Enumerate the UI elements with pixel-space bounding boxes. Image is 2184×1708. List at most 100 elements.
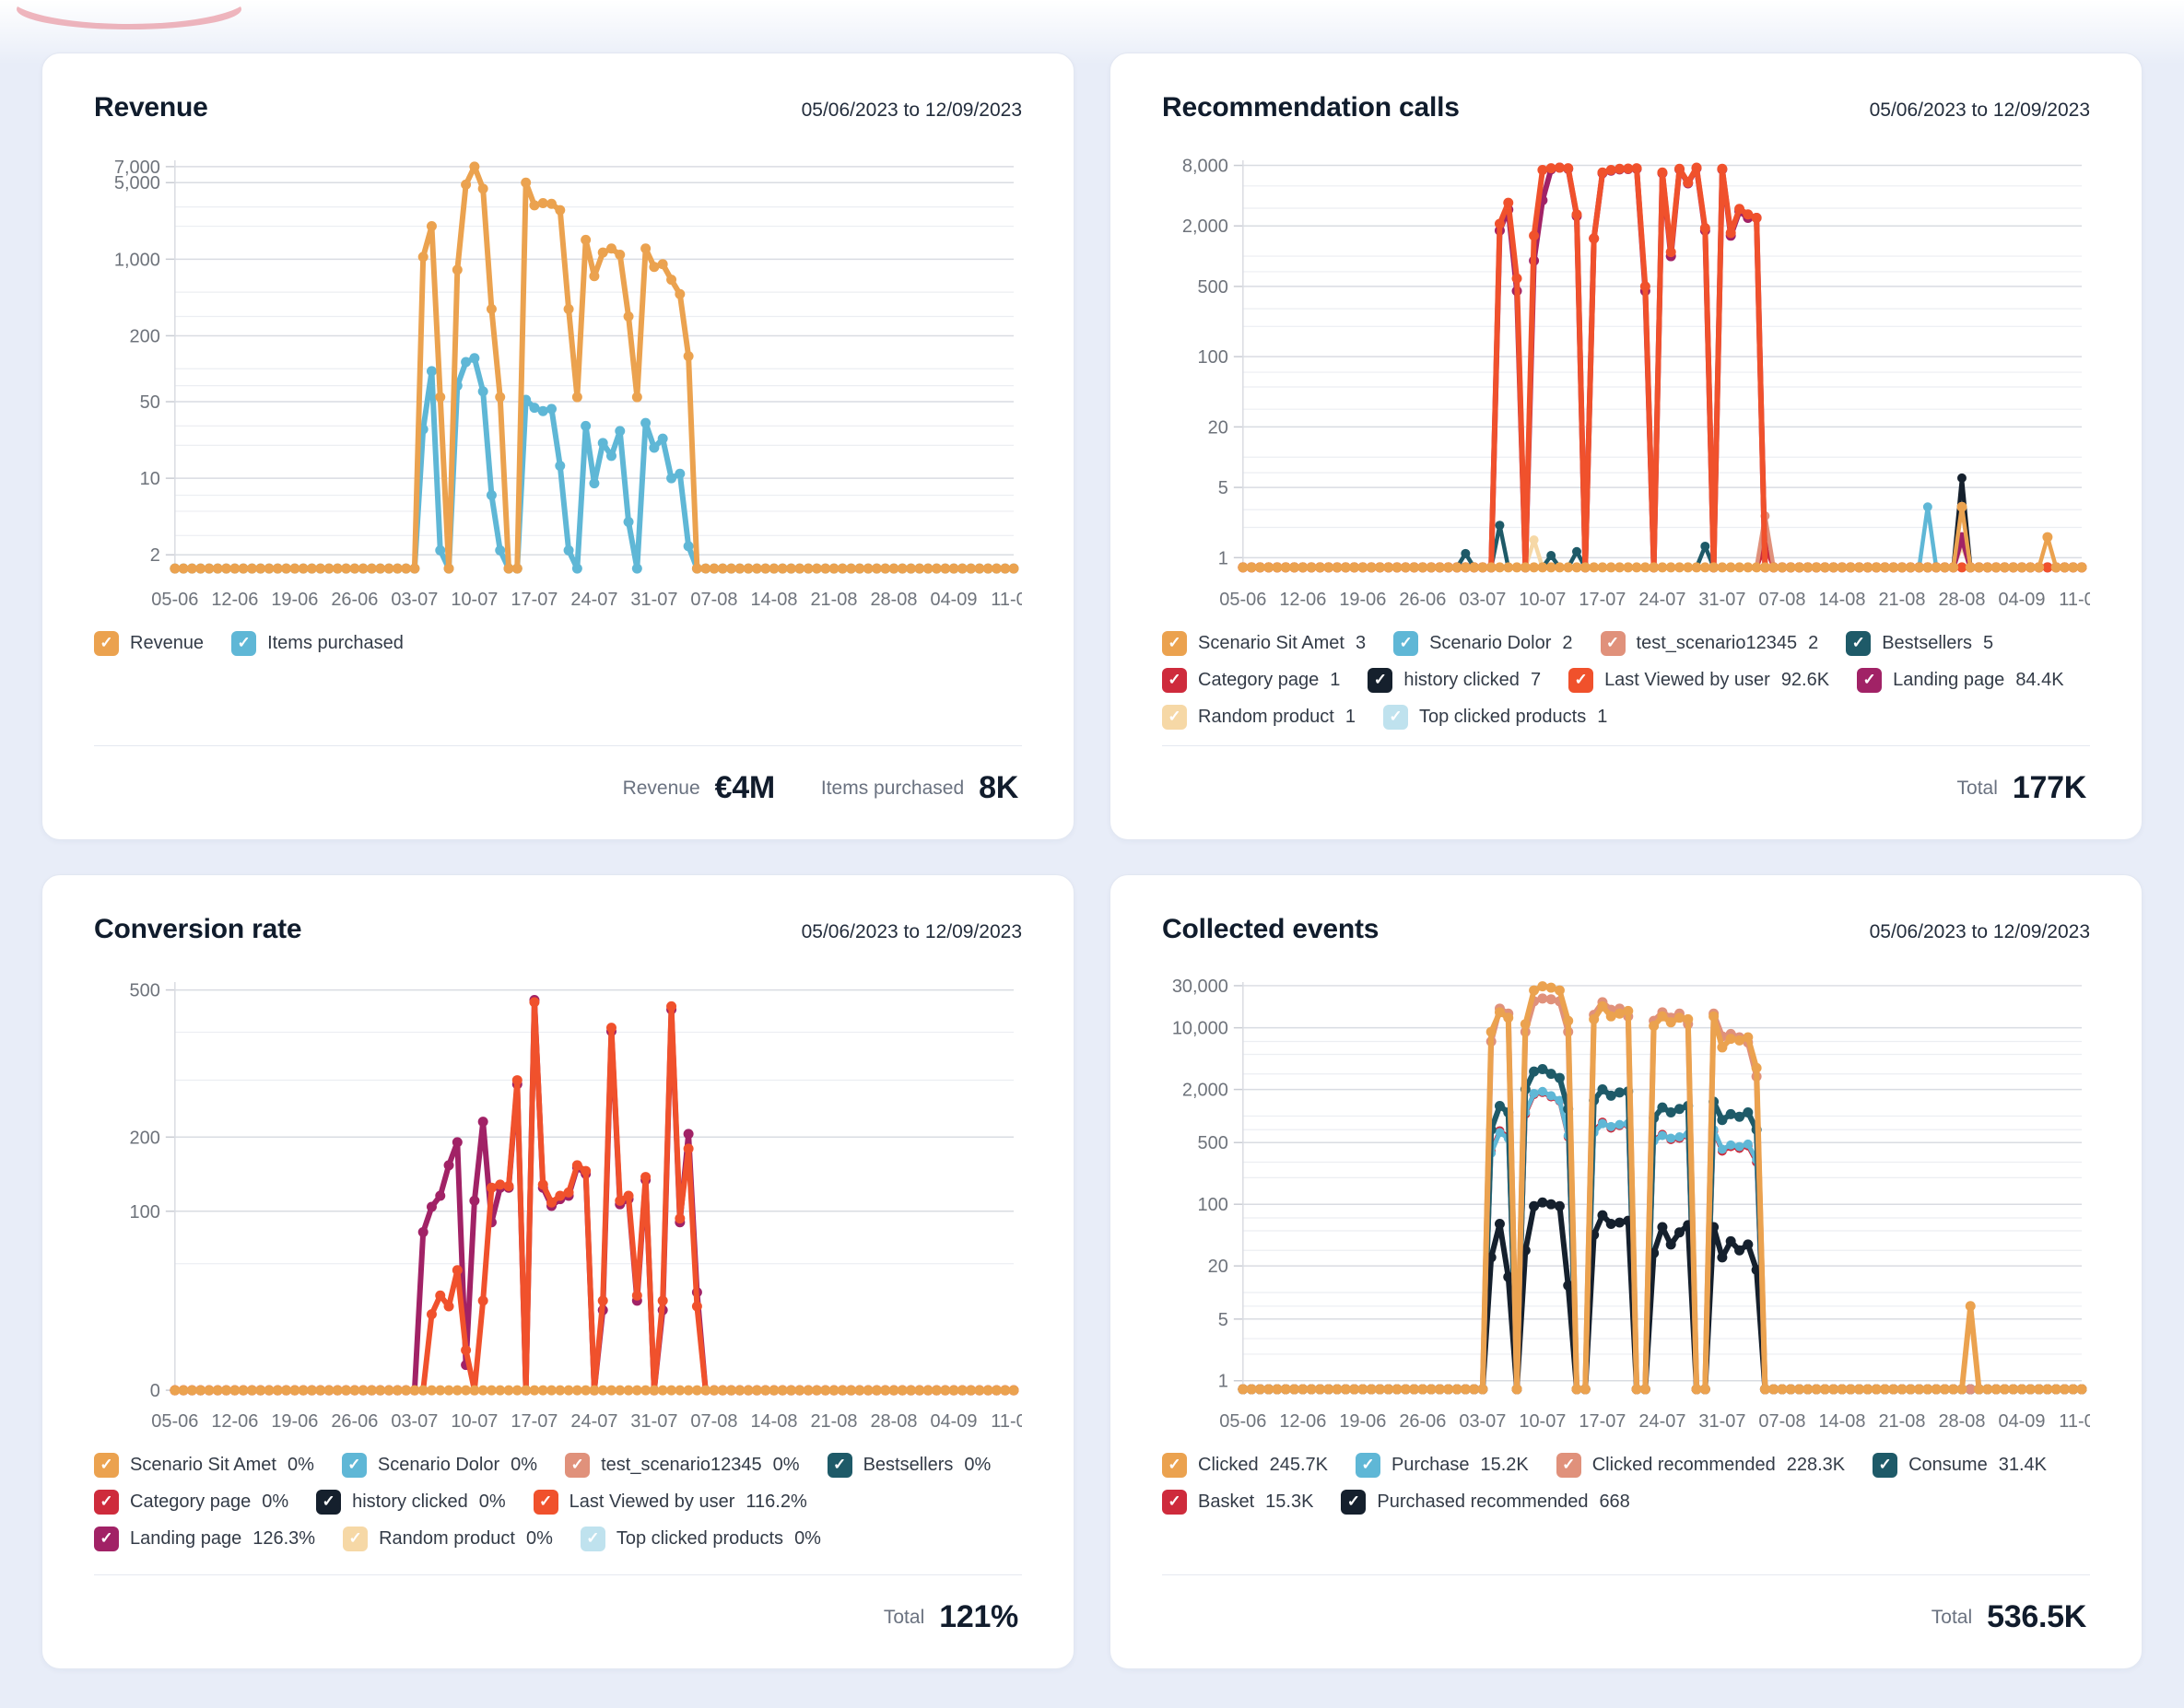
checkbox-checked-icon[interactable]: ✓ [1162,704,1187,730]
checkbox-checked-icon[interactable]: ✓ [1162,630,1187,656]
checkbox-checked-icon[interactable]: ✓ [1383,704,1408,730]
legend-item-category-page[interactable]: ✓ Category page 0% [94,1489,288,1515]
checkbox-checked-icon[interactable]: ✓ [1556,1452,1581,1478]
legend-item-history-clicked[interactable]: ✓ history clicked 0% [316,1489,506,1515]
svg-text:5: 5 [1218,1310,1228,1330]
collected-events-totals: Total 536.5K [1162,1575,2090,1668]
svg-text:21-08: 21-08 [1878,1411,1925,1432]
checkbox-checked-icon[interactable]: ✓ [533,1489,558,1515]
svg-text:12-06: 12-06 [211,1411,258,1432]
legend-item-consume[interactable]: ✓ Consume 31.4K [1873,1452,2047,1478]
svg-text:2: 2 [150,545,160,566]
legend-value: 7 [1530,669,1542,690]
legend-item-test-scenario12345[interactable]: ✓ test_scenario12345 0% [565,1452,800,1478]
svg-text:28-08: 28-08 [870,1411,917,1432]
legend-item-landing-page[interactable]: ✓ Landing page 126.3% [94,1526,315,1551]
checkbox-checked-icon[interactable]: ✓ [1368,667,1393,693]
svg-text:100: 100 [1198,347,1228,368]
legend-value: 228.3K [1786,1454,1846,1475]
checkbox-checked-icon[interactable]: ✓ [1600,630,1626,656]
svg-text:11-09: 11-09 [2059,1411,2090,1432]
legend-item-scenario-dolor[interactable]: ✓ Scenario Dolor 2 [1393,630,1573,656]
date-range: 05/06/2023 to 12/09/2023 [1869,921,2090,942]
svg-text:200: 200 [130,1128,160,1148]
checkbox-checked-icon[interactable]: ✓ [1846,630,1872,656]
legend-item-category-page[interactable]: ✓ Category page 1 [1162,667,1340,693]
checkbox-checked-icon[interactable]: ✓ [343,1526,369,1551]
legend-item-top-clicked-products[interactable]: ✓ Top clicked products 0% [580,1526,821,1551]
legend-item-history-clicked[interactable]: ✓ history clicked 7 [1368,667,1542,693]
checkbox-checked-icon[interactable]: ✓ [94,630,119,656]
svg-text:14-08: 14-08 [750,590,797,610]
legend-item-bestsellers[interactable]: ✓ Bestsellers 0% [827,1452,992,1478]
legend-item-purchase[interactable]: ✓ Purchase 15.2K [1355,1452,1529,1478]
revenue-chart[interactable]: 7,000 5,000 1,000 200 50 10 2 05-06 12-06 19-06 26… [94,147,1022,626]
svg-text:03-07: 03-07 [1459,1411,1506,1432]
checkbox-checked-icon[interactable]: ✓ [1393,630,1419,656]
legend-label: Category page [1198,669,1320,690]
legend-item-random-product[interactable]: ✓ Random product 1 [1162,704,1356,730]
legend-item-last-viewed-by-user[interactable]: ✓ Last Viewed by user 116.2% [533,1489,807,1515]
checkbox-checked-icon[interactable]: ✓ [1355,1452,1380,1478]
checkbox-checked-icon[interactable]: ✓ [231,630,257,656]
legend-item-top-clicked-products[interactable]: ✓ Top clicked products 1 [1383,704,1607,730]
svg-text:07-08: 07-08 [690,590,737,610]
checkbox-checked-icon[interactable]: ✓ [1568,667,1594,693]
collected-events-chart[interactable]: 30,000 10,000 2,000 500 100 20 5 1 05-06 12-06 19-… [1162,969,2090,1447]
checkbox-checked-icon[interactable]: ✓ [94,1526,119,1551]
legend-label: Scenario Sit Amet [130,1454,276,1475]
legend-value: 15.2K [1480,1454,1529,1475]
svg-text:26-06: 26-06 [331,590,378,610]
conversion-rate-header: Conversion rate 05/06/2023 to 12/09/2023 [94,914,1022,945]
checkbox-checked-icon[interactable]: ✓ [94,1452,119,1478]
legend-item-basket[interactable]: ✓ Basket 15.3K [1162,1489,1313,1515]
checkbox-checked-icon[interactable]: ✓ [1162,667,1187,693]
legend-item-scenario-sit-amet[interactable]: ✓ Scenario Sit Amet 3 [1162,630,1366,656]
checkbox-checked-icon[interactable]: ✓ [1162,1452,1187,1478]
svg-text:03-07: 03-07 [391,590,438,610]
checkbox-checked-icon[interactable]: ✓ [565,1452,591,1478]
svg-text:5: 5 [1218,478,1228,498]
svg-text:21-08: 21-08 [810,1411,857,1432]
checkbox-checked-icon[interactable]: ✓ [1873,1452,1898,1478]
checkbox-checked-icon[interactable]: ✓ [94,1489,119,1515]
date-range: 05/06/2023 to 12/09/2023 [801,99,1022,121]
conversion-rate-chart[interactable]: 500 200 100 0 05-06 12-06 19-06 26-06 03-07 10-07… [94,969,1022,1447]
legend-item-items-purchased[interactable]: ✓ Items purchased [231,630,404,656]
svg-text:26-06: 26-06 [331,1411,378,1432]
checkbox-checked-icon[interactable]: ✓ [1857,667,1883,693]
legend-item-purchased-recommended[interactable]: ✓ Purchased recommended 668 [1341,1489,1630,1515]
legend-item-clicked-recommended[interactable]: ✓ Clicked recommended 228.3K [1556,1452,1846,1478]
checkbox-checked-icon[interactable]: ✓ [1341,1489,1367,1515]
checkbox-checked-icon[interactable]: ✓ [341,1452,367,1478]
svg-text:10-07: 10-07 [451,1411,498,1432]
svg-text:500: 500 [130,981,160,1001]
checkbox-checked-icon[interactable]: ✓ [580,1526,605,1551]
svg-text:5,000: 5,000 [114,173,160,193]
legend-label: Top clicked products [616,1527,784,1549]
legend-item-scenario-dolor[interactable]: ✓ Scenario Dolor 0% [341,1452,537,1478]
checkbox-checked-icon[interactable]: ✓ [1162,1489,1187,1515]
legend-item-test-scenario12345[interactable]: ✓ test_scenario12345 2 [1600,630,1819,656]
checkbox-checked-icon[interactable]: ✓ [827,1452,852,1478]
svg-text:10-07: 10-07 [451,590,498,610]
svg-text:05-06: 05-06 [1219,1411,1266,1432]
legend-value: 245.7K [1269,1454,1328,1475]
legend-value: 2 [1808,632,1819,653]
legend-item-bestsellers[interactable]: ✓ Bestsellers 5 [1846,630,1994,656]
checkbox-checked-icon[interactable]: ✓ [316,1489,342,1515]
legend-item-landing-page[interactable]: ✓ Landing page 84.4K [1857,667,2064,693]
conversion-rate-legend: ✓ Scenario Sit Amet 0% ✓ Scenario Dolor 0% ✓ te… [94,1452,1022,1551]
legend-value: 5 [1983,632,1994,653]
legend-value: 0% [964,1454,992,1475]
legend-item-random-product[interactable]: ✓ Random product 0% [343,1526,553,1551]
legend-item-revenue[interactable]: ✓ Revenue [94,630,204,656]
svg-text:28-08: 28-08 [870,590,917,610]
legend-label: Last Viewed by user [1604,669,1770,690]
legend-item-last-viewed-by-user[interactable]: ✓ Last Viewed by user 92.6K [1568,667,1829,693]
recommendation-calls-chart[interactable]: 8,000 2,000 500 100 20 5 1 05-06 12-06 19-06 26-06… [1162,147,2090,626]
legend-label: Scenario Dolor [377,1454,500,1475]
legend-value: 668 [1599,1491,1630,1512]
legend-item-scenario-sit-amet[interactable]: ✓ Scenario Sit Amet 0% [94,1452,314,1478]
legend-item-clicked[interactable]: ✓ Clicked 245.7K [1162,1452,1328,1478]
